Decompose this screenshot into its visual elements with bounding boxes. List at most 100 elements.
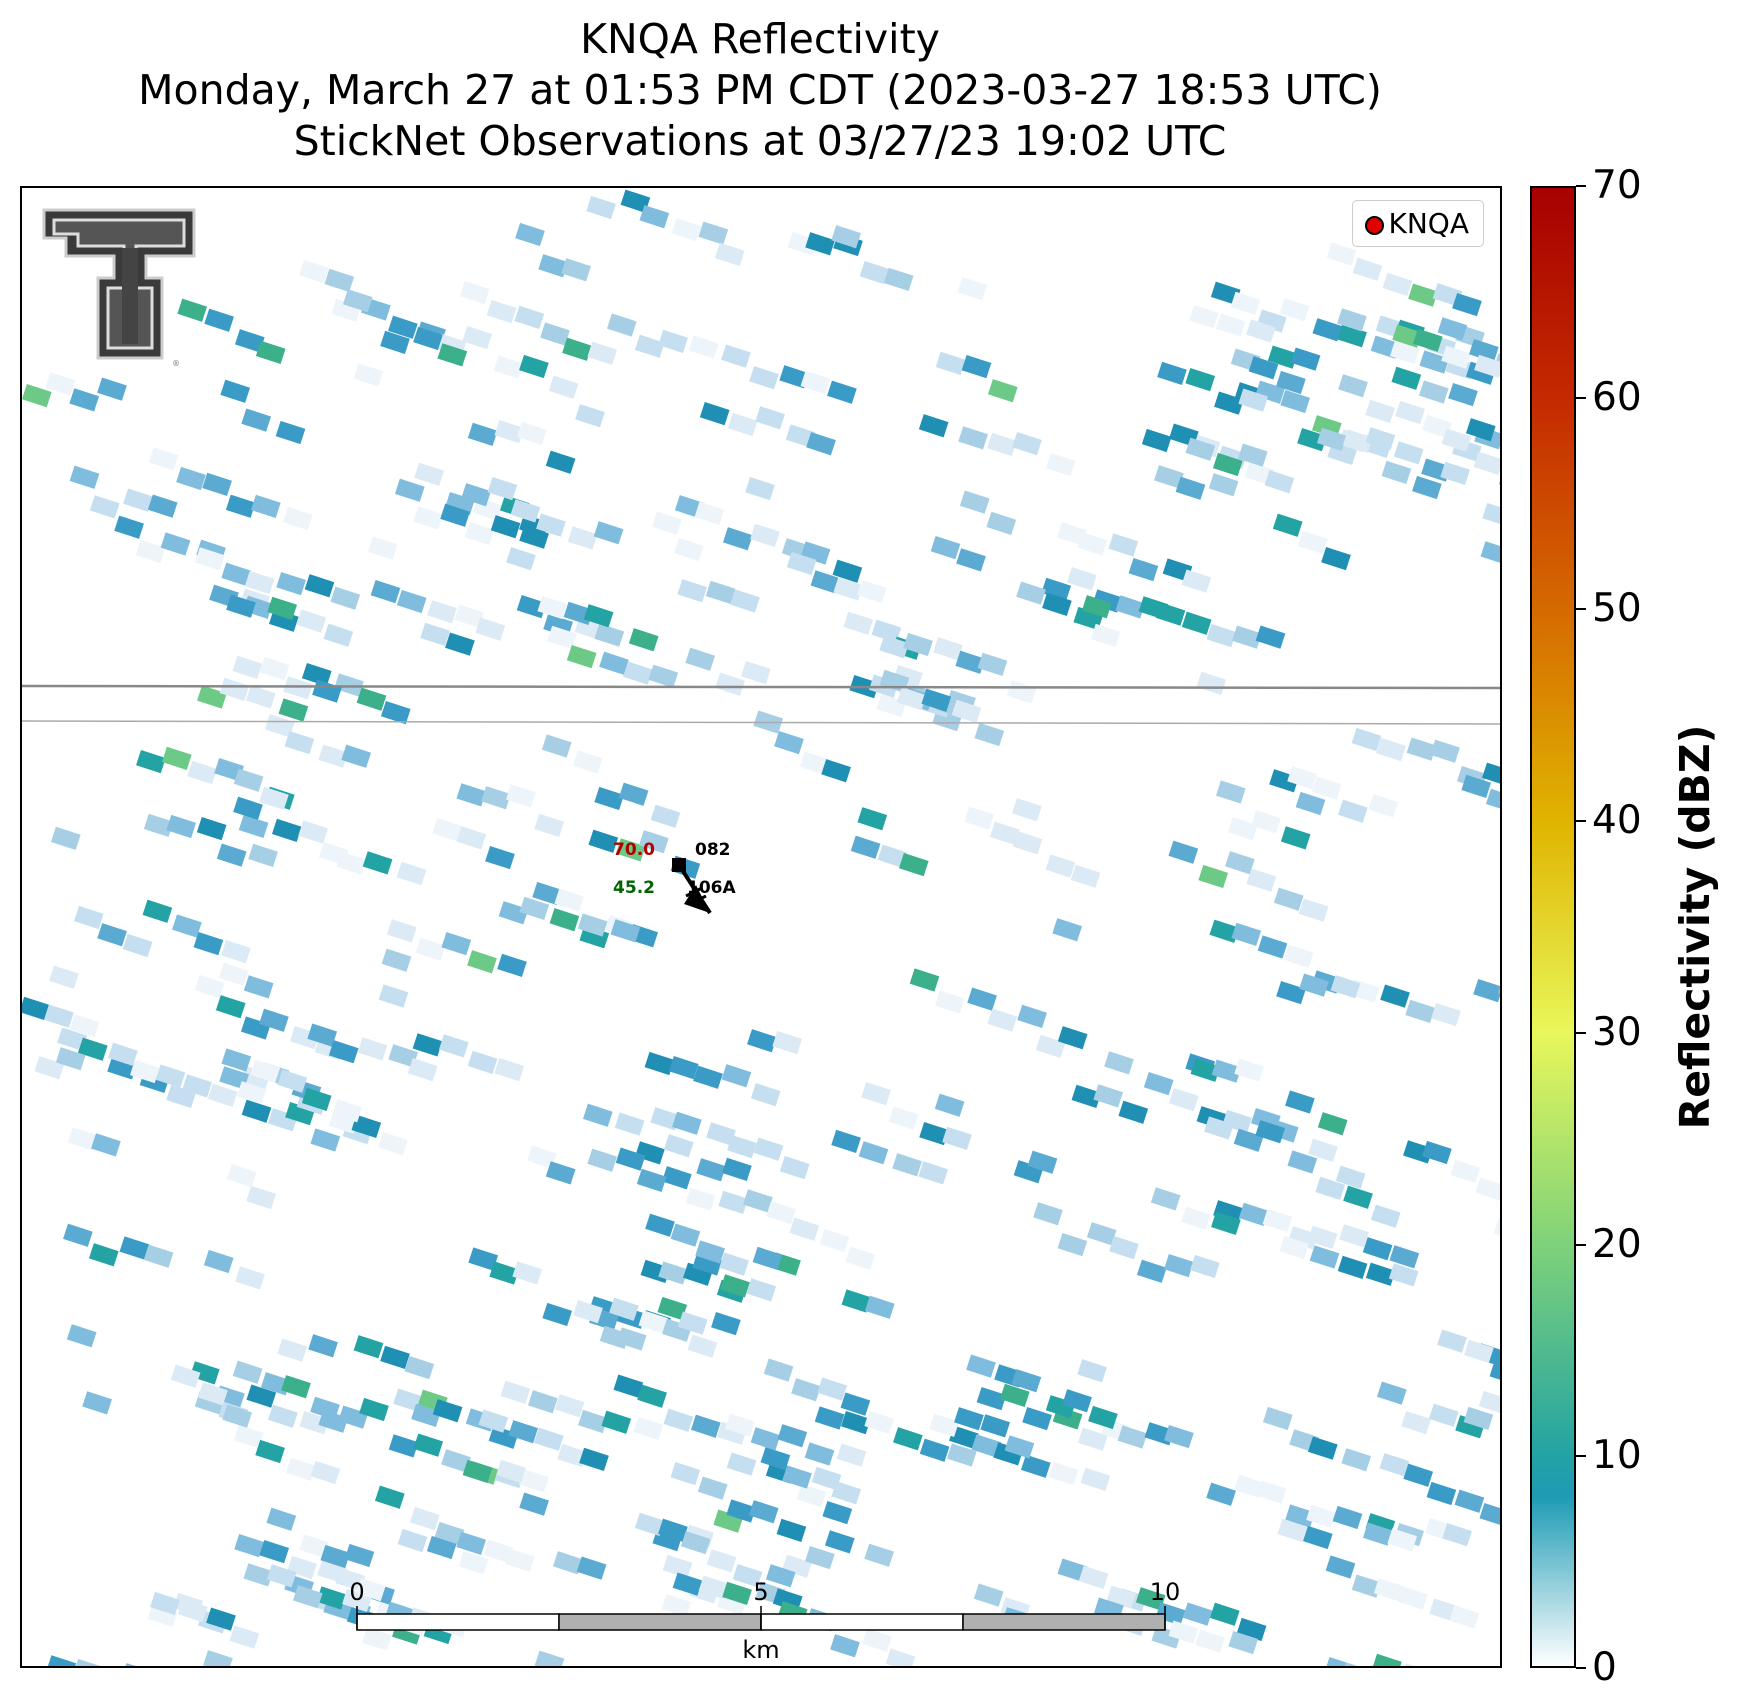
reflectivity-pixel (97, 923, 127, 947)
reflectivity-pixel (967, 987, 997, 1011)
reflectivity-pixel (663, 1408, 694, 1432)
reflectivity-pixel (1285, 1504, 1315, 1528)
reflectivity-pixel (1311, 776, 1342, 800)
reflectivity-pixel (255, 340, 286, 365)
reflectivity-pixel (1251, 810, 1281, 834)
reflectivity-pixel (512, 1261, 543, 1285)
reflectivity-pixel (885, 1648, 916, 1666)
reflectivity-pixel (266, 1507, 297, 1531)
reflectivity-pixel (898, 852, 929, 877)
reflectivity-pixel (862, 1628, 892, 1652)
reflectivity-pixel (1419, 350, 1450, 374)
reflectivity-pixel (1212, 452, 1243, 477)
reflectivity-pixel (527, 1145, 557, 1169)
reflectivity-pixel (715, 672, 745, 696)
reflectivity-pixel (1227, 817, 1258, 841)
reflectivity-pixel (1078, 1565, 1109, 1590)
colorbar-tick-label: 30 (1592, 1009, 1642, 1055)
reflectivity-pixel (929, 1413, 960, 1438)
reflectivity-pixel (695, 1240, 725, 1264)
reflectivity-pixel (1012, 798, 1042, 822)
reflectivity-pixel (1370, 1204, 1401, 1228)
reflectivity-pixel (1479, 1502, 1500, 1527)
reflectivity-pixel (786, 551, 817, 576)
station-number: 082 (695, 840, 731, 860)
reflectivity-pixel (440, 503, 470, 527)
reflectivity-pixel (1155, 602, 1186, 626)
reflectivity-pixel (299, 259, 329, 284)
reflectivity-pixel (648, 664, 679, 688)
reflectivity-pixel (566, 644, 597, 669)
reflectivity-pixel (817, 1377, 848, 1401)
reflectivity-pixel (1352, 257, 1383, 281)
reflectivity-pixel (308, 1334, 338, 1358)
colorbar-title: Reflectivity (dBZ) (1671, 724, 1719, 1130)
reflectivity-pixel (494, 1057, 525, 1082)
reflectivity-pixel (804, 1442, 835, 1466)
reflectivity-pixel (699, 401, 730, 426)
reflectivity-pixel (830, 1634, 860, 1658)
reflectivity-pixel (77, 1037, 108, 1061)
reflectivity-pixel (496, 1459, 526, 1484)
scale-tick-5: 5 (753, 1578, 768, 1606)
reflectivity-pixel (323, 623, 354, 647)
reflectivity-pixel (545, 450, 576, 474)
colorbar-tick-mark (1576, 820, 1586, 823)
reflectivity-pixel (532, 881, 562, 906)
reflectivity-pixel (942, 1126, 972, 1151)
reflectivity-pixel (1412, 475, 1442, 500)
reflectivity-pixel (1408, 283, 1438, 307)
reflectivity-pixel (650, 1107, 681, 1131)
reflectivity-pixel (218, 962, 249, 986)
reflectivity-pixel (380, 330, 410, 355)
reflectivity-pixel (226, 594, 256, 618)
reflectivity-pixel (1182, 1602, 1213, 1626)
boundary-line-lower (22, 720, 1500, 725)
reflectivity-pixel (542, 1302, 573, 1327)
reflectivity-pixel (1351, 1574, 1382, 1598)
reflectivity-pixel (976, 1386, 1007, 1411)
reflectivity-pixel (1431, 1002, 1461, 1027)
reflectivity-pixel (1118, 1100, 1149, 1124)
reflectivity-pixel (202, 472, 232, 497)
reflectivity-pixel (459, 281, 490, 305)
reflectivity-pixel (725, 1413, 755, 1437)
legend: KNQA (1351, 200, 1484, 247)
reflectivity-pixel (1185, 367, 1216, 392)
reflectivity-pixel (486, 299, 517, 324)
reflectivity-pixel (1452, 292, 1482, 317)
reflectivity-pixel (554, 888, 585, 912)
sticknet-station: 70.0 082 45.2 106A (613, 840, 736, 915)
reflectivity-pixel (143, 813, 174, 838)
reflectivity-pixel (657, 1296, 688, 1321)
reflectivity-pixel (44, 1004, 74, 1028)
reflectivity-pixel (1081, 595, 1112, 619)
reflectivity-pixel (753, 1137, 784, 1161)
reflectivity-pixel (1388, 1263, 1419, 1287)
reflectivity-pixel (238, 814, 269, 839)
reflectivity-pixel (415, 937, 446, 961)
reflectivity-pixel (824, 1530, 855, 1554)
reflectivity-pixel (276, 571, 306, 596)
reflectivity-pixel (1422, 1140, 1452, 1165)
radar-map[interactable]: ® 70.0 082 45.2 106A 0 5 10 km (20, 186, 1502, 1668)
reflectivity-pixel (508, 1420, 539, 1444)
reflectivity-pixel (1335, 1165, 1366, 1189)
reflectivity-pixel (714, 242, 745, 267)
reflectivity-pixel (222, 1404, 253, 1428)
reflectivity-pixel (1412, 328, 1443, 352)
reflectivity-pixel (516, 421, 547, 445)
reflectivity-pixel (123, 488, 153, 512)
reflectivity-pixel (1181, 611, 1212, 635)
reflectivity-pixel (1302, 1525, 1333, 1550)
reflectivity-pixel (1230, 291, 1261, 316)
reflectivity-pixel (362, 1627, 392, 1651)
reflectivity-pixel (515, 222, 545, 247)
reflectivity-pixel (456, 783, 487, 807)
reflectivity-pixel (1004, 1435, 1035, 1459)
reflectivity-pixel (1380, 984, 1410, 1008)
reflectivity-pixel (1376, 1381, 1407, 1405)
reflectivity-pixel (1442, 1523, 1472, 1547)
reflectivity-pixel (789, 1217, 820, 1241)
reflectivity-pixel (1104, 1051, 1134, 1075)
